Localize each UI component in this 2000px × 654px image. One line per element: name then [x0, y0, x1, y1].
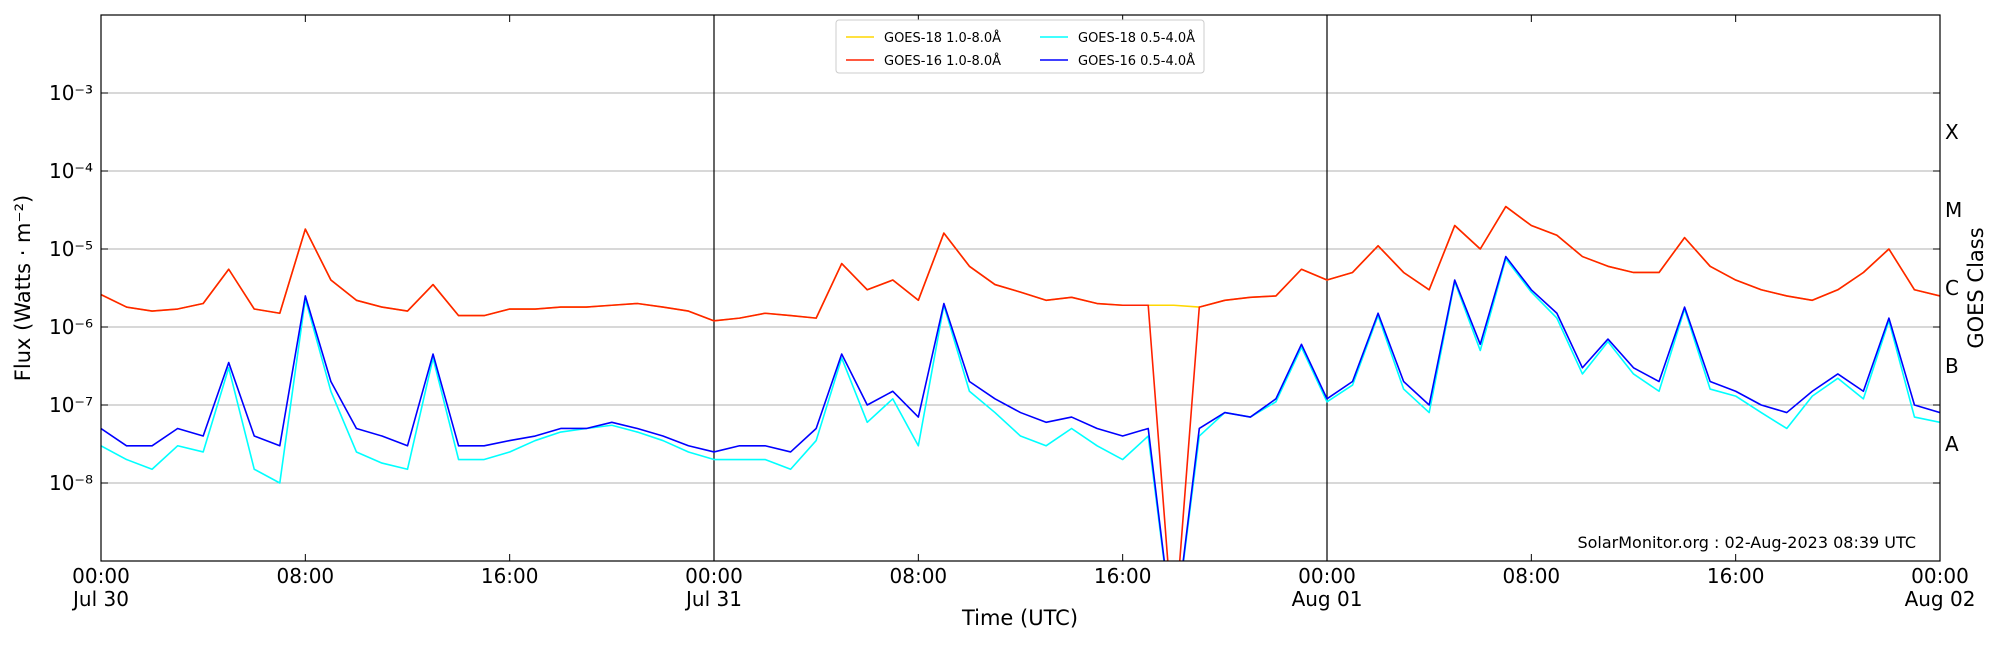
x-tick-date: Aug 01: [1292, 587, 1363, 611]
x-tick-label: 00:00: [1911, 564, 1969, 588]
legend-label: GOES-18 0.5-4.0Å: [1078, 30, 1195, 46]
x-tick-label: 08:00: [1503, 564, 1561, 588]
x-tick-label: 00:00: [685, 564, 743, 588]
y-tick-label: 10⁻⁷: [49, 393, 93, 417]
y2-tick-label: M: [1945, 198, 1962, 222]
y-tick-label: 10⁻⁴: [49, 159, 93, 183]
x-axis-label: Time (UTC): [961, 606, 1078, 630]
x-tick-label: 00:00: [72, 564, 130, 588]
plot-frame: [100, 14, 1941, 562]
x-tick-label: 16:00: [1707, 564, 1765, 588]
series-line: [101, 257, 1940, 561]
x-tick-label: 16:00: [1094, 564, 1152, 588]
legend-label: GOES-16 0.5-4.0Å: [1078, 53, 1195, 69]
plot-lines: [101, 205, 1940, 561]
legend-frame: [835, 19, 1205, 74]
y2-tick-label: A: [1945, 432, 1959, 456]
y2-tick-label: B: [1945, 354, 1959, 378]
y2-tick-label: X: [1945, 120, 1959, 144]
series-line: [101, 255, 1940, 561]
x-tick-date: Aug 02: [1905, 587, 1976, 611]
x-tick-label: 00:00: [1298, 564, 1356, 588]
y-tick-label: 10⁻⁸: [49, 471, 93, 495]
y-tick-label: 10⁻⁵: [49, 237, 93, 261]
x-tick-date: Jul 31: [684, 587, 742, 611]
y-tick-label: 10⁻⁶: [49, 315, 93, 339]
legend-label: GOES-18 1.0-8.0Å: [884, 30, 1001, 46]
y2-tick-label: C: [1945, 276, 1959, 300]
y-tick-label: 10⁻³: [49, 81, 93, 105]
series-line: [101, 205, 1940, 561]
x-tick-label: 16:00: [481, 564, 539, 588]
y2-axis-label: GOES Class: [1964, 227, 1988, 348]
grid: [101, 15, 1940, 561]
legend-label: GOES-16 1.0-8.0Å: [884, 53, 1001, 69]
x-tick-date: Jul 30: [71, 587, 129, 611]
y-axis-label: Flux (Watts · m⁻²): [11, 195, 35, 381]
x-tick-label: 08:00: [890, 564, 948, 588]
annotation: SolarMonitor.org : 02-Aug-2023 08:39 UTC: [1577, 533, 1916, 552]
legend: GOES-18 1.0-8.0Å GOES-16 1.0-8.0Å GOES-18 …: [835, 19, 1205, 74]
x-tick-label: 08:00: [277, 564, 335, 588]
